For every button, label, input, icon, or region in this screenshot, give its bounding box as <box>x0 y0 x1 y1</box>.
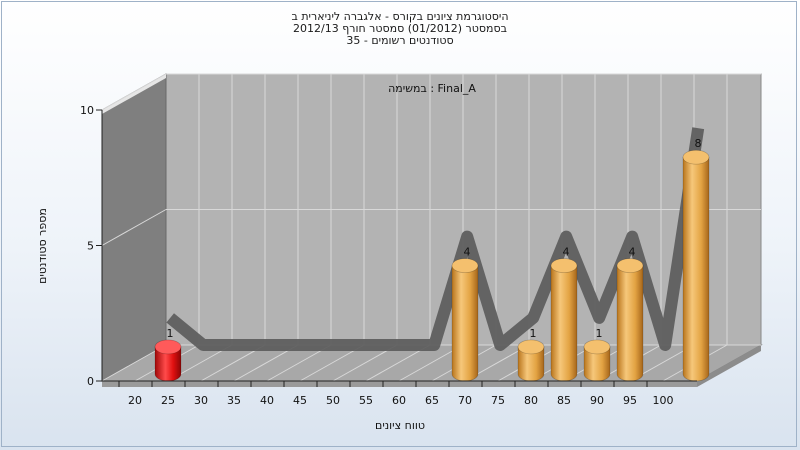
x-tick-label: 75 <box>491 394 505 407</box>
bar-top <box>451 258 479 273</box>
x-tick-label: 100 <box>653 394 674 407</box>
x-axis-title: טווח ציונים <box>375 419 425 432</box>
x-tick-label: 85 <box>557 394 571 407</box>
chart-title: היסטוגרמת ציונים בקורס - אלגברה ליניארית… <box>291 10 509 23</box>
bar-data-label: 4 <box>464 246 471 259</box>
x-tick-label: 20 <box>128 394 142 407</box>
bar-data-label: 8 <box>695 137 702 150</box>
x-tick-label: 40 <box>260 394 274 407</box>
chart-subtitle-students: סטודנטים רשומים - 35 <box>346 34 454 47</box>
bar <box>616 265 644 382</box>
bar-top <box>583 339 611 355</box>
x-tick-label: 65 <box>425 394 439 407</box>
wall-grid-line <box>101 209 167 246</box>
x-tick-label: 80 <box>524 394 538 407</box>
floor-front-edge <box>102 381 697 387</box>
bar-data-label: 1 <box>530 327 537 340</box>
bar-top <box>517 339 545 355</box>
y-tick-label: 10 <box>80 104 94 117</box>
x-tick-label: 90 <box>590 394 604 407</box>
bar-top <box>682 149 710 165</box>
x-tick-label: 50 <box>326 394 340 407</box>
bar <box>682 156 710 382</box>
bar-data-label: 1 <box>167 327 174 340</box>
bar-top <box>154 339 182 355</box>
x-tick-label: 30 <box>194 394 208 407</box>
series-depth-ribbon <box>166 127 705 351</box>
bar-data-label: 1 <box>596 327 603 340</box>
bar-data-label: 4 <box>629 246 636 259</box>
x-tick-label: 70 <box>458 394 472 407</box>
y-tick-label: 5 <box>87 240 94 253</box>
chart-title-block: היסטוגרמת ציונים בקורס - אלגברה ליניארית… <box>0 11 800 47</box>
x-tick-label: 35 <box>227 394 241 407</box>
bar <box>451 265 479 382</box>
x-tick-label: 25 <box>161 394 175 407</box>
x-tick-label: 45 <box>293 394 307 407</box>
x-tick-label: 95 <box>623 394 637 407</box>
y-tick-label: 0 <box>87 375 94 388</box>
bar-top <box>616 258 644 273</box>
bar <box>550 265 578 382</box>
floor-edge <box>697 345 761 387</box>
wall-top-edge <box>102 74 166 114</box>
chart-subtitle-semester: בסמסטר (01/2012) סמסטר חורף 2012/13 <box>293 22 507 35</box>
legend-note: במשימה : Final_A <box>388 82 476 95</box>
bar-top <box>550 258 578 273</box>
wall-grid-line <box>101 73 167 111</box>
x-tick-label: 60 <box>392 394 406 407</box>
x-tick-label: 55 <box>359 394 373 407</box>
y-axis-title: מספר סטודנטים <box>36 208 49 284</box>
bar-data-label: 4 <box>563 246 570 259</box>
